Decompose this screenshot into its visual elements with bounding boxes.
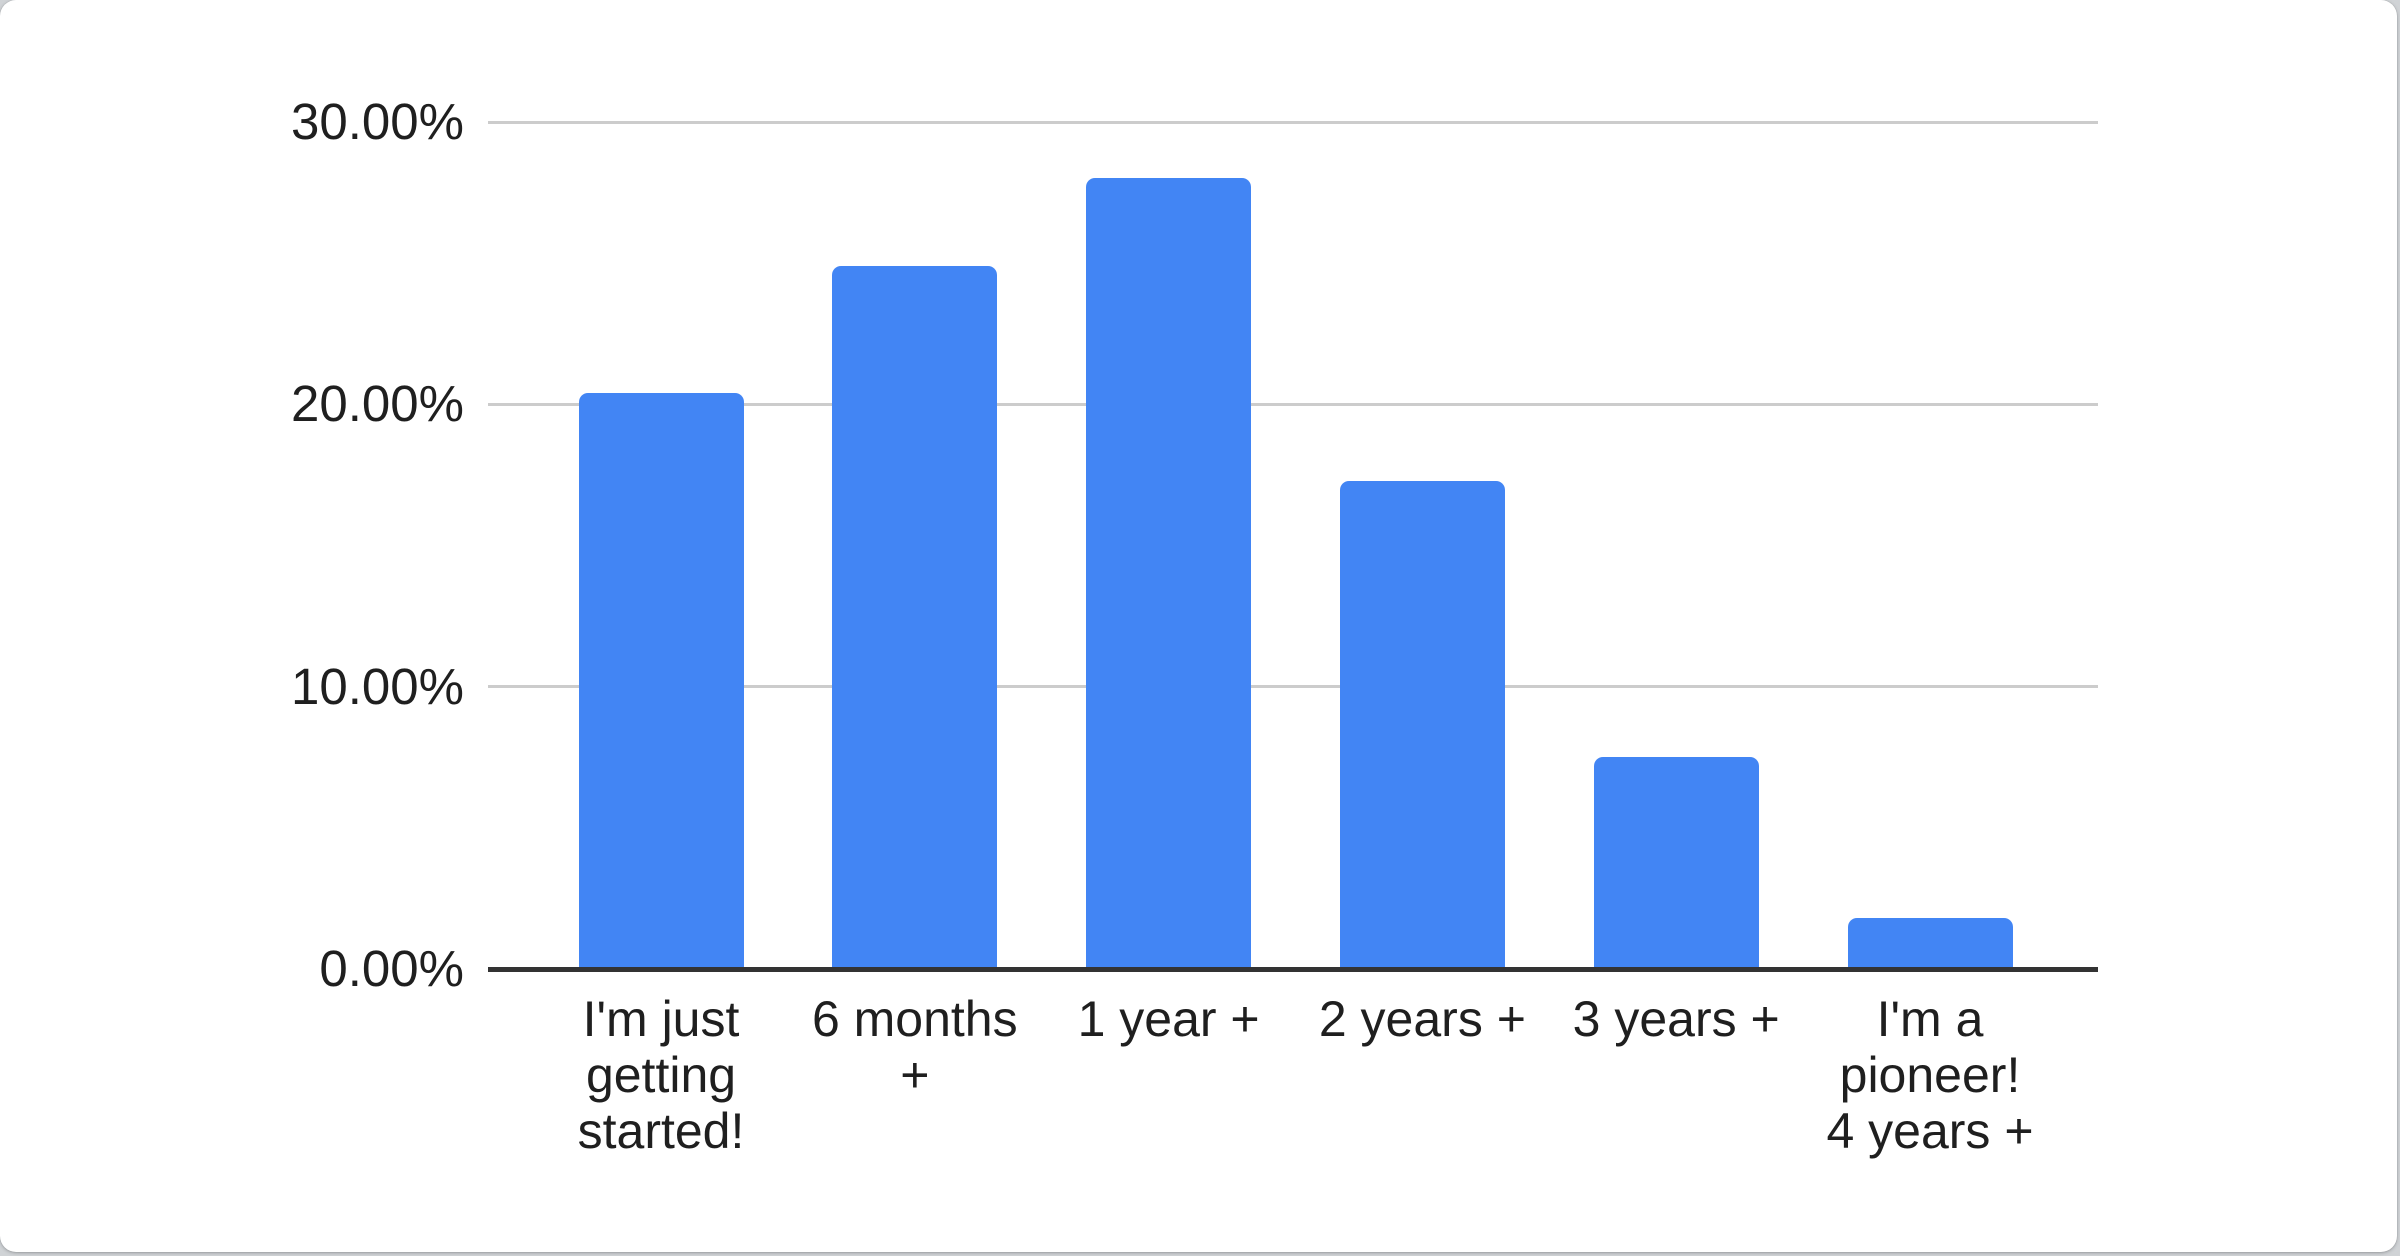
y-axis-label: 10.00% <box>291 657 464 715</box>
x-axis-label: I'm just getting started! <box>577 991 745 1159</box>
bar[interactable] <box>1593 757 1759 969</box>
bar[interactable] <box>1086 178 1252 969</box>
x-axis-label: I'm a pioneer! 4 years + <box>1826 991 2034 1159</box>
gridline <box>488 120 2098 124</box>
x-axis-label: 3 years + <box>1572 991 1780 1047</box>
bar[interactable] <box>1847 918 2013 969</box>
gridline <box>488 402 2098 406</box>
x-axis-label: 2 years + <box>1318 991 1526 1047</box>
x-axis-label: 6 months + <box>811 991 1018 1103</box>
y-axis-label: 20.00% <box>291 375 464 433</box>
bar[interactable] <box>578 393 744 969</box>
gridline <box>488 685 2098 689</box>
x-axis-label: 1 year + <box>1077 991 1260 1047</box>
bar[interactable] <box>832 265 998 969</box>
x-axis-line <box>488 967 2098 972</box>
y-axis-label: 30.00% <box>291 93 464 150</box>
y-axis-label: 0.00% <box>319 940 464 997</box>
bar[interactable] <box>1339 480 1505 969</box>
